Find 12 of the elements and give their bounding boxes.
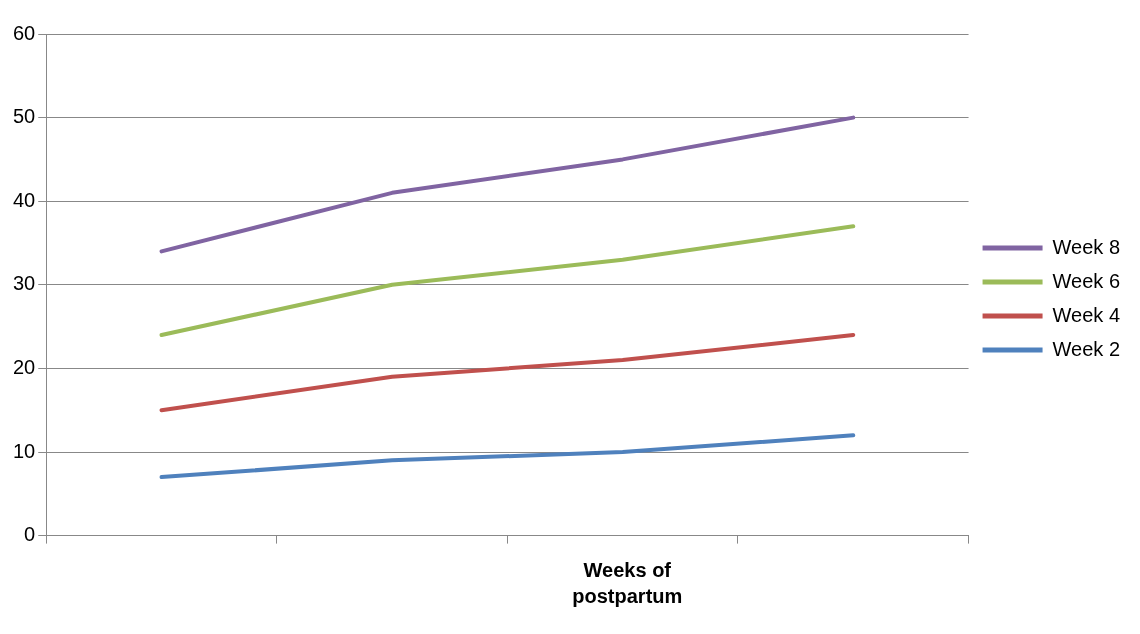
legend-label: Week 6 xyxy=(1052,269,1121,292)
y-tick-label: 50 xyxy=(13,105,36,128)
x-axis-title: Weeks of postpartum xyxy=(572,559,683,608)
y-tick-label: 0 xyxy=(24,523,36,546)
y-tick-label: 60 xyxy=(13,21,36,44)
y-tick-label: 40 xyxy=(13,188,36,211)
y-tick-label: 30 xyxy=(13,272,36,295)
legend-label: Week 2 xyxy=(1052,337,1121,360)
legend-label: Week 8 xyxy=(1052,235,1121,258)
legend-label: Week 4 xyxy=(1052,303,1121,326)
y-tick-label: 20 xyxy=(13,355,36,378)
y-tick-label: 10 xyxy=(13,439,36,462)
